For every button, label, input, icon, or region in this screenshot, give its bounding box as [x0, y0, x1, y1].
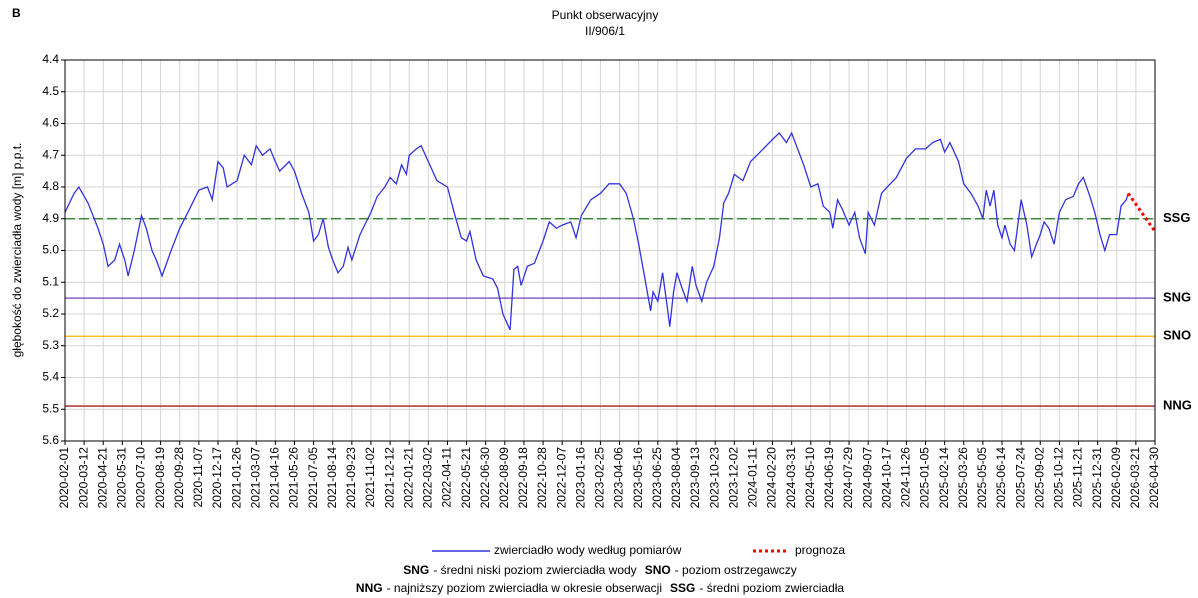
- chart-subtitle: II/906/1: [585, 24, 625, 38]
- data-line: [64, 131, 1129, 331]
- x-tick-label: 2024-10-17: [879, 447, 893, 509]
- x-tick-label: 2023-12-02: [726, 447, 740, 509]
- y-tick-label: 5.6: [42, 433, 59, 447]
- x-tick-label: 2024-09-07: [860, 447, 874, 509]
- x-tick-label: 2022-03-02: [421, 447, 435, 509]
- x-tick-label: 2020-08-19: [153, 447, 167, 509]
- legend-label: zwierciadło wody według pomiarów: [494, 543, 682, 557]
- x-tick-label: 2022-06-30: [478, 447, 492, 509]
- legend-note: SNG - średni niski poziom zwierciadła wod…: [403, 563, 797, 577]
- x-tick-label: 2024-03-31: [784, 447, 798, 509]
- x-tick-label: 2023-04-06: [612, 447, 626, 509]
- x-tick-label: 2023-08-04: [669, 447, 683, 509]
- reference-label: NNG: [1163, 398, 1192, 413]
- x-tick-label: 2022-12-07: [554, 447, 568, 509]
- y-tick-label: 4.9: [42, 211, 59, 225]
- x-tick-label: 2025-07-24: [1013, 447, 1027, 509]
- x-tick-label: 2021-08-14: [325, 447, 339, 509]
- y-tick-label: 5.3: [42, 338, 59, 352]
- x-tick-label: 2024-05-10: [803, 447, 817, 509]
- x-tick-label: 2021-12-12: [382, 447, 396, 509]
- x-tick-label: 2021-04-16: [268, 447, 282, 509]
- x-tick-label: 2021-11-02: [363, 447, 377, 508]
- x-tick-label: 2024-07-29: [841, 447, 855, 509]
- x-tick-label: 2021-03-07: [248, 447, 262, 509]
- x-tick-label: 2025-03-26: [956, 447, 970, 509]
- legend-note: NNG - najniższy poziom zwierciadła w okre…: [356, 581, 845, 595]
- x-tick-label: 2025-09-02: [1032, 447, 1046, 509]
- plot-area: [64, 59, 1157, 442]
- x-tick-label: 2023-10-23: [707, 447, 721, 509]
- x-tick-label: 2021-05-26: [287, 447, 301, 509]
- y-tick-label: 5.2: [42, 306, 59, 320]
- data-line: [1127, 192, 1157, 233]
- x-tick-label: 2024-02-20: [765, 447, 779, 509]
- x-tick-label: 2022-04-11: [440, 447, 454, 508]
- x-tick-label: 2025-05-05: [975, 447, 989, 509]
- x-tick-label: 2020-07-10: [134, 447, 148, 509]
- y-tick-label: 5.1: [42, 274, 59, 288]
- x-tick-label: 2023-09-13: [688, 447, 702, 509]
- x-tick-label: 2020-02-01: [57, 447, 71, 509]
- x-tick-label: 2021-09-23: [344, 447, 358, 509]
- y-tick-label: 5.4: [42, 370, 59, 384]
- x-tick-label: 2021-01-26: [229, 447, 243, 509]
- x-tick-label: 2026-02-09: [1109, 447, 1123, 509]
- y-tick-label: 4.6: [42, 116, 59, 130]
- x-tick-label: 2020-09-28: [172, 447, 186, 509]
- x-tick-label: 2020-03-12: [76, 447, 90, 509]
- panel-label: B: [12, 6, 21, 20]
- x-tick-label: 2023-06-25: [650, 447, 664, 509]
- x-tick-label: 2020-12-17: [210, 447, 224, 509]
- x-tick-label: 2023-01-16: [573, 447, 587, 509]
- x-tick-label: 2025-02-14: [937, 447, 951, 509]
- x-tick-label: 2020-11-07: [191, 447, 205, 508]
- x-tick-label: 2026-03-21: [1128, 447, 1142, 509]
- note-abbr: SNG: [403, 563, 429, 577]
- x-tick-label: 2024-11-26: [899, 447, 913, 508]
- reference-label: SNG: [1163, 290, 1191, 305]
- x-tick-label: 2022-09-18: [516, 447, 530, 509]
- note-text: - średni poziom zwierciadła: [699, 581, 844, 595]
- y-axis-label: głębokość do zwierciadła wody [m] p.p.t.: [10, 143, 24, 358]
- x-tick-label: 2024-06-19: [822, 447, 836, 509]
- legend-label: prognoza: [795, 543, 845, 557]
- x-tick-label: 2025-06-14: [994, 447, 1008, 509]
- x-tick-label: 2025-12-31: [1090, 447, 1104, 509]
- y-tick-label: 4.7: [42, 147, 59, 161]
- x-tick-label: 2024-01-11: [746, 447, 760, 508]
- x-tick-label: 2026-04-30: [1147, 447, 1161, 509]
- x-tick-label: 2022-05-21: [459, 447, 473, 509]
- x-tick-label: 2021-07-05: [306, 447, 320, 509]
- x-tick-label: 2020-04-21: [95, 447, 109, 509]
- x-tick-label: 2020-05-31: [115, 447, 129, 509]
- y-tick-label: 5.5: [42, 401, 59, 415]
- x-tick-label: 2025-01-05: [918, 447, 932, 509]
- note-text: - najniższy poziom zwierciadła w okresie…: [387, 581, 662, 595]
- y-tick-label: 5.0: [42, 243, 59, 257]
- note-text: - poziom ostrzegawczy: [675, 563, 797, 577]
- note-abbr: SSG: [670, 581, 695, 595]
- y-tick-label: 4.4: [42, 52, 59, 66]
- x-tick-label: 2022-01-21: [401, 447, 415, 509]
- x-tick-label: 2022-08-09: [497, 447, 511, 509]
- reference-label: SSG: [1163, 210, 1190, 225]
- x-tick-label: 2022-10-28: [535, 447, 549, 509]
- x-tick-label: 2025-11-21: [1071, 447, 1085, 508]
- y-tick-label: 4.8: [42, 179, 59, 193]
- y-tick-label: 4.5: [42, 84, 59, 98]
- x-tick-label: 2025-10-12: [1052, 447, 1066, 509]
- x-tick-label: 2023-02-25: [593, 447, 607, 509]
- reference-label: SNO: [1163, 328, 1191, 343]
- note-text: - średni niski poziom zwierciadła wody: [433, 563, 636, 577]
- x-tick-label: 2023-05-16: [631, 447, 645, 509]
- note-abbr: SNO: [645, 563, 671, 577]
- chart-title: Punkt obserwacyjny: [552, 8, 659, 22]
- note-abbr: NNG: [356, 581, 383, 595]
- plot-frame: [64, 59, 1156, 442]
